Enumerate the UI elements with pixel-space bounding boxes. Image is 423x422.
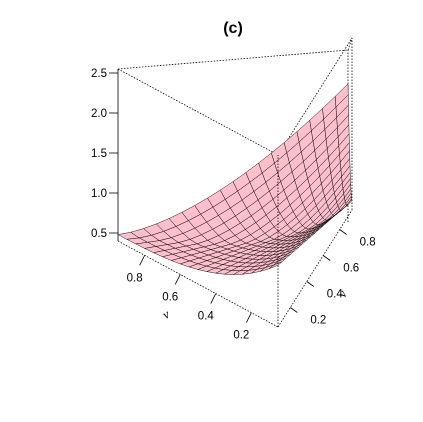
x-tick-label: 0.4 (198, 311, 215, 323)
box-edge (347, 37, 353, 51)
x-tick-mark (210, 293, 217, 304)
y-tick-mark (339, 229, 347, 235)
surface-mesh (117, 83, 353, 275)
y-tick-label: 0.8 (360, 237, 376, 249)
z-tick-label: 1.5 (91, 148, 107, 160)
z-tick-label: 2.0 (91, 108, 107, 120)
z-tick-label: 2.5 (91, 68, 107, 80)
surface-facet (268, 261, 283, 269)
y-tick-mark (306, 281, 315, 287)
z-tick-label: 1.0 (91, 188, 107, 200)
y-tick-mark (290, 307, 298, 313)
x-tick-mark (245, 312, 252, 323)
box-edge (117, 49, 349, 70)
x-tick-mark (174, 274, 181, 285)
y-tick-mark (322, 255, 331, 261)
y-tick-label: 0.4 (327, 289, 344, 301)
box-edge (277, 37, 353, 156)
x-axis-label: ν (159, 306, 172, 322)
axes: 0.5 1.0 1.5 2.0 2.5 0.2 0.4 0.6 0.8 ν 0.2 0.4 0.6 0.8… (91, 68, 376, 342)
y-tick-label: 0.2 (310, 315, 326, 327)
x-tick-label: 0.6 (162, 291, 178, 303)
y-tick-label: 0.6 (343, 263, 359, 275)
chart-title: (c) (223, 20, 243, 37)
x-tick-label: 0.8 (127, 272, 143, 284)
x-tick-label: 0.2 (233, 330, 249, 342)
box-edge (117, 68, 279, 156)
x-tick-mark (139, 255, 146, 266)
z-tick-label: 0.5 (91, 228, 107, 240)
box-back-edges (117, 37, 353, 222)
